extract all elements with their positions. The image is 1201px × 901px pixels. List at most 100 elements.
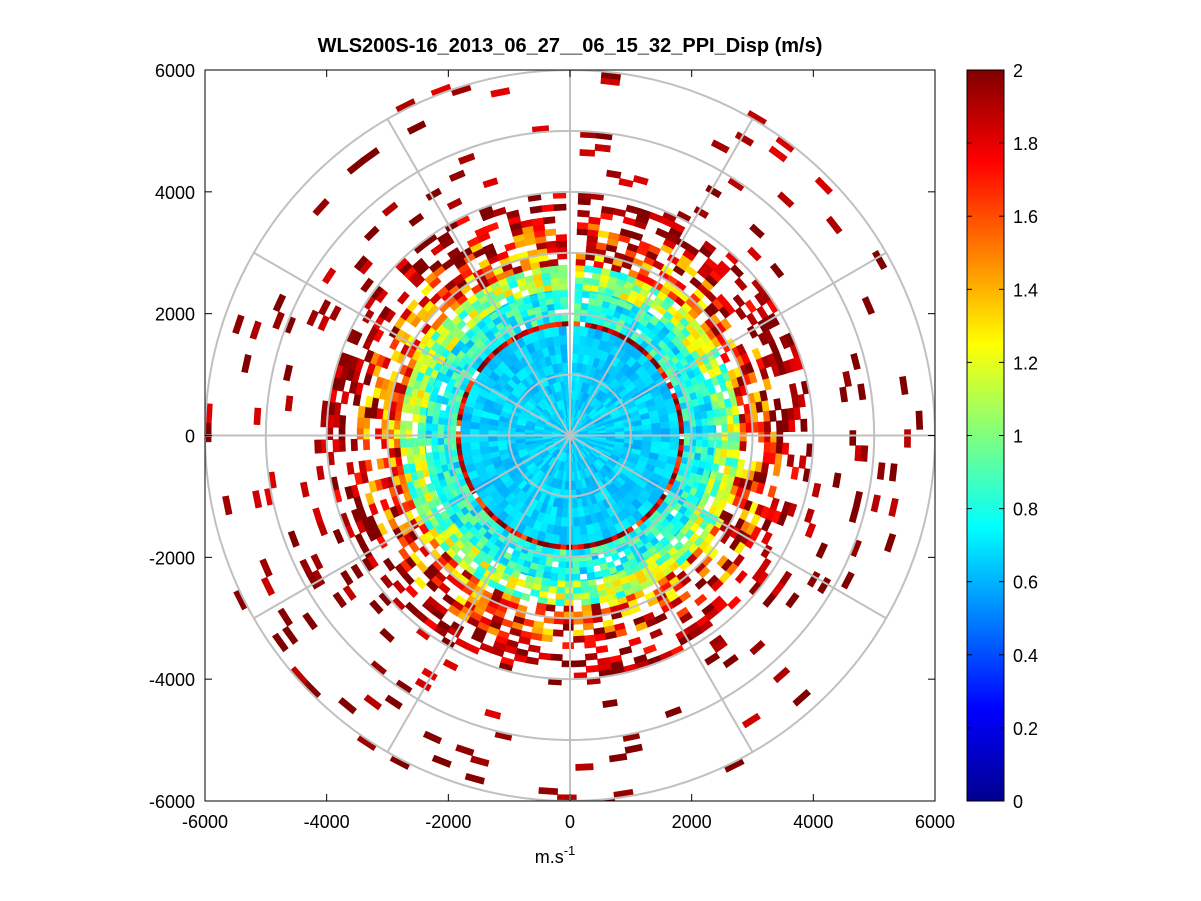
ppi-cell [260,576,275,597]
ppi-cell [842,370,852,388]
ppi-cell [825,215,843,235]
ppi-cell [632,424,644,432]
ppi-cell [575,763,594,771]
ppi-cell [695,425,703,434]
ppi-cell [832,472,842,489]
ppi-cell [417,429,425,439]
ppi-cell [575,258,586,266]
ppi-cell [408,212,425,227]
ppi-cell [708,425,716,434]
ppi-cell [884,533,897,553]
ppi-cell [899,375,909,396]
ppi-cell [649,628,664,640]
ppi-cell [455,419,462,427]
ppi-cell [552,296,562,305]
ppi-cell [406,454,415,465]
ppi-cell [630,231,644,242]
colorbar-gradient [966,69,1005,802]
ppi-cell [804,522,817,539]
ppi-cell [565,561,573,569]
ppi-cell [683,433,691,441]
ppi-cell [550,653,563,662]
ppi-cell [553,344,562,355]
ppi-cell [417,437,425,447]
ppi-cell [538,787,559,796]
ppi-cell [369,599,384,615]
ppi-cell [597,230,610,239]
ppi-cell [356,416,365,429]
ppi-cell [364,395,374,408]
colorbar-tick-label: 2 [1013,61,1023,81]
ppi-cell [350,563,364,580]
ppi-cell [561,352,568,364]
ppi-cell [504,241,517,252]
ppi-cell [669,427,680,436]
ppi-cell [340,390,350,405]
ppi-cell [606,169,622,179]
ppi-cell [437,416,446,425]
ppi-cell [578,516,587,527]
colorbar-ticks: 0 0.2 0.4 0.6 0.8 1 1.2 1.4 1.6 1.8 2 [967,61,1038,812]
ppi-cell [722,653,739,669]
ppi-cell [741,712,761,729]
ppi-cell [289,666,308,686]
ppi-cell [701,439,709,448]
ppi-cell [548,258,559,267]
colorbar-tick-label: 0.2 [1013,719,1038,739]
ppi-cell [618,645,633,656]
ppi-cell [764,431,772,443]
ppi-cell [580,534,590,545]
ppi-cell [571,567,581,575]
ppi-cell [469,441,480,450]
ppi-cell [585,664,600,673]
ppi-cell [412,413,420,423]
ppi-cell [563,599,574,607]
ppi-cell [749,223,765,239]
ppi-cell [249,320,262,340]
ppi-cell [739,432,747,443]
ppi-cell [573,320,581,327]
ppi-cell [641,423,653,431]
ppi-cell [428,259,443,273]
ppi-cell [479,642,494,654]
ppi-cell [683,420,691,428]
ppi-cell [762,592,777,608]
ppi-cell [272,293,287,313]
ppi-cell [744,299,758,314]
ppi-cell [876,462,886,480]
ppi-cell [559,282,568,291]
ppi-cell [571,561,580,569]
ppi-cell [382,557,396,572]
ppi-cell [422,730,442,745]
ppi-cell [608,753,628,763]
ppi-cell [272,311,285,330]
ppi-cell [719,352,731,364]
ppi-cell [538,652,552,661]
ppi-cell [482,177,499,189]
ppi-cell [469,435,480,443]
ppi-cell [358,460,367,473]
ppi-cell [793,406,801,421]
ppi-cell [715,432,723,442]
ppi-cell [747,371,758,384]
ppi-cell [448,169,466,182]
ppi-cell [618,178,634,188]
ppi-cell [768,339,780,354]
ppi-cell [559,544,567,551]
ppi-cell [721,424,729,434]
ppi-cell [338,427,346,440]
ppi-cell [541,204,555,213]
ppi-cell [346,461,355,475]
ppi-cell [559,290,568,298]
ppi-cell [792,688,812,707]
y-tick-label: 4000 [155,183,195,203]
ppi-cell [650,422,662,431]
ppi-cell [425,414,433,424]
ppi-cell [299,558,313,577]
ppi-cell [577,209,590,218]
ppi-cell [553,203,567,212]
ppi-cell [790,466,800,481]
ppi-cell [768,145,788,163]
ppi-cell [702,240,717,254]
ppi-cell [306,309,319,327]
